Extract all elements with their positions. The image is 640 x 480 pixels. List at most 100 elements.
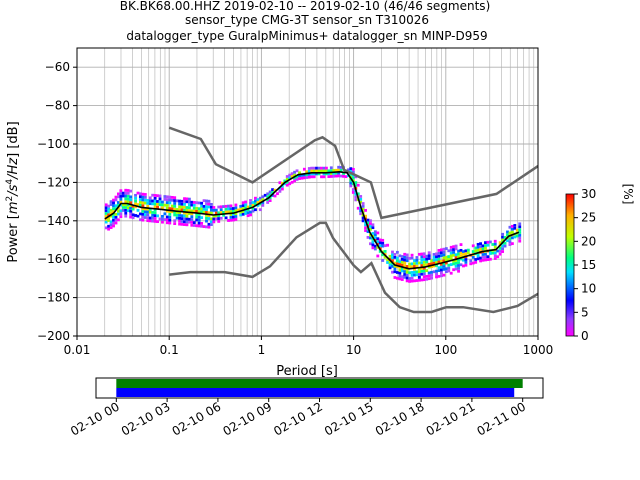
density-cell	[205, 208, 208, 211]
colorbar-tick-label: 0	[581, 329, 589, 343]
density-cell	[254, 199, 257, 203]
density-cell	[464, 260, 468, 264]
density-cell	[116, 201, 120, 204]
density-cell	[408, 280, 412, 283]
density-cell	[400, 269, 404, 273]
density-cell	[256, 198, 260, 202]
density-cell	[327, 172, 331, 176]
density-cell	[119, 192, 123, 195]
density-cell	[413, 259, 416, 263]
density-cell	[170, 198, 174, 202]
density-cell	[192, 221, 196, 225]
density-cell	[515, 228, 519, 232]
density-cell	[498, 247, 502, 250]
density-cell	[234, 217, 238, 221]
density-cell	[180, 199, 184, 203]
density-cell	[422, 278, 426, 282]
density-cell	[227, 219, 230, 222]
y-tick-label: −160	[37, 252, 70, 266]
density-cell	[285, 178, 289, 181]
density-cell	[457, 266, 460, 270]
density-cell	[268, 190, 272, 194]
density-cell	[503, 244, 507, 248]
mode-curve	[104, 170, 520, 270]
density-cell	[165, 221, 169, 225]
density-cell	[479, 259, 482, 263]
density-cell	[393, 264, 397, 268]
density-cell	[486, 255, 490, 259]
density-cell	[395, 256, 399, 260]
density-cell	[192, 224, 196, 227]
density-cell	[510, 227, 514, 231]
density-cell	[251, 204, 255, 207]
density-cell	[334, 168, 338, 172]
density-cell	[168, 201, 172, 205]
density-cell	[334, 174, 338, 178]
density-cell	[415, 270, 419, 274]
density-cell	[430, 273, 434, 277]
density-cell	[258, 202, 262, 206]
density-cell	[161, 203, 164, 207]
density-cell	[107, 204, 111, 208]
density-cell	[232, 207, 235, 210]
density-cell	[224, 207, 228, 211]
density-cell	[229, 213, 233, 216]
density-cell	[209, 220, 213, 224]
density-cell	[334, 171, 338, 175]
density-cell	[192, 203, 196, 207]
density-cell	[285, 183, 289, 187]
density-cell	[351, 170, 355, 174]
density-cell	[285, 180, 289, 184]
density-cell	[195, 218, 199, 222]
density-cell	[158, 197, 162, 201]
density-cell	[273, 188, 277, 192]
plot-background	[77, 48, 538, 336]
density-cell	[415, 264, 419, 268]
density-cell	[180, 217, 184, 220]
density-cell	[510, 242, 514, 246]
density-cell	[317, 166, 321, 170]
density-cell	[332, 174, 336, 178]
density-cell	[493, 251, 497, 255]
density-cell	[408, 256, 412, 260]
density-cell	[493, 239, 497, 243]
density-cell	[391, 253, 394, 257]
density-cell	[148, 202, 152, 205]
density-cell	[178, 202, 182, 206]
timeline-tick-label: 02-10 15	[322, 399, 376, 438]
density-cell	[116, 206, 120, 210]
density-cell	[207, 217, 211, 220]
density-cell	[366, 221, 370, 225]
density-cell	[452, 245, 456, 249]
density-cell	[488, 240, 492, 244]
density-cell	[192, 206, 196, 210]
density-cell	[435, 258, 438, 262]
density-cell	[165, 198, 169, 202]
density-cell	[163, 195, 167, 198]
density-cell	[307, 167, 311, 170]
density-cell	[146, 219, 150, 223]
density-cell	[290, 172, 294, 176]
density-cell	[395, 250, 399, 254]
density-cell	[180, 220, 184, 223]
density-cell	[165, 215, 169, 219]
density-cell	[354, 181, 358, 184]
density-cell	[452, 262, 456, 266]
density-cell	[143, 198, 147, 202]
density-cell	[173, 213, 177, 217]
density-cell	[146, 199, 150, 202]
density-cell	[183, 208, 186, 212]
density-cell	[474, 260, 478, 264]
density-cell	[134, 205, 137, 209]
density-cell	[388, 260, 392, 264]
density-cell	[422, 272, 426, 276]
density-cell	[141, 212, 145, 216]
density-cell	[430, 270, 434, 274]
density-cell	[462, 258, 465, 262]
density-cell	[107, 213, 111, 217]
density-cell	[114, 207, 118, 211]
density-cell	[119, 195, 123, 198]
density-cell	[337, 171, 341, 175]
density-cell	[148, 196, 152, 200]
